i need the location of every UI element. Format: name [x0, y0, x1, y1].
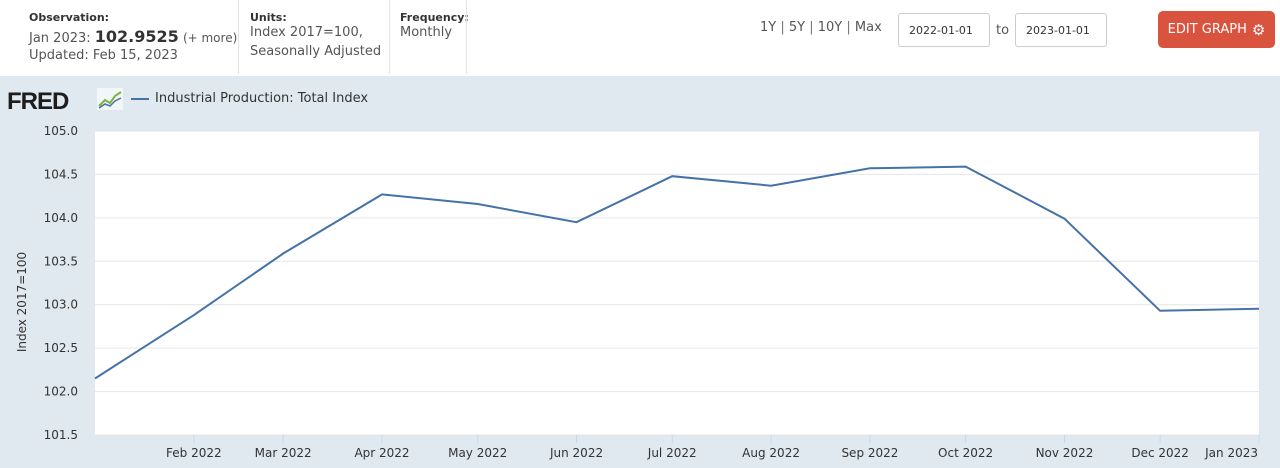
top-info-bar: Observation: Jan 2023: 102.9525 (+ more)…	[0, 0, 1280, 76]
y-tick-label: 102.5	[44, 341, 78, 355]
x-tick-label: Jun 2022	[549, 446, 603, 460]
y-axis-label: Index 2017=100	[15, 252, 29, 352]
y-tick-label: 102.0	[44, 385, 78, 399]
y-tick-label: 104.5	[44, 167, 78, 181]
updated-date: Updated: Feb 15, 2023	[29, 48, 178, 63]
divider	[389, 0, 390, 74]
y-tick-label: 105.0	[44, 124, 78, 138]
fred-logo: FRED	[7, 88, 69, 115]
observation-label: Observation:	[29, 11, 110, 24]
gear-icon: ⚙	[1251, 20, 1266, 39]
y-tick-label: 103.0	[44, 298, 78, 312]
legend-swatch	[131, 97, 149, 100]
frequency-value: Monthly	[400, 25, 453, 40]
units-line2: Seasonally Adjusted	[250, 44, 382, 59]
divider	[238, 0, 239, 74]
edit-graph-label: EDIT GRAPH	[1167, 22, 1247, 37]
frequency-label: Frequency:	[400, 11, 469, 24]
y-tick-label: 103.5	[44, 254, 78, 268]
divider	[466, 0, 467, 74]
start-date-input[interactable]	[898, 13, 990, 47]
x-tick-label: Oct 2022	[938, 446, 993, 460]
end-date-input[interactable]	[1015, 13, 1107, 47]
x-tick-label: Jul 2022	[647, 446, 697, 460]
x-tick-label: May 2022	[448, 446, 507, 460]
y-tick-label: 101.5	[44, 428, 78, 442]
x-tick-label: Nov 2022	[1036, 446, 1094, 460]
series-line	[94, 165, 1260, 380]
legend-series-label: Industrial Production: Total Index	[155, 91, 369, 106]
range-1y-button[interactable]: 1Y	[760, 20, 777, 35]
units-label: Units:	[250, 11, 287, 24]
plot-background	[95, 131, 1259, 435]
x-tick-label: Feb 2022	[166, 446, 222, 460]
chart-legend: Industrial Production: Total Index	[131, 91, 368, 106]
range-5y-button[interactable]: 5Y	[788, 20, 806, 35]
more-observations-link[interactable]: (+ more)	[182, 31, 238, 45]
to-label: to	[996, 23, 1010, 38]
units-line1: Index 2017=100,	[250, 25, 363, 40]
range-selector: 1Y | 5Y | 10Y | Max	[760, 20, 882, 35]
y-tick-label: 104.0	[44, 211, 78, 225]
observation-date: Jan 2023:	[29, 31, 91, 46]
x-tick-label: Mar 2022	[255, 446, 312, 460]
x-tick-label: Dec 2022	[1131, 446, 1189, 460]
x-tick-label: Aug 2022	[742, 446, 800, 460]
edit-graph-button[interactable]: EDIT GRAPH ⚙	[1158, 11, 1275, 48]
x-tick-label: Sep 2022	[841, 446, 898, 460]
fred-logo-chart-icon	[97, 88, 123, 110]
observation-value: 102.9525	[94, 27, 179, 46]
x-tick-label: Apr 2022	[354, 446, 409, 460]
range-10y-button[interactable]: 10Y	[817, 20, 843, 35]
range-max-button[interactable]: Max	[854, 20, 882, 35]
x-tick-label: Jan 2023	[1204, 446, 1258, 460]
